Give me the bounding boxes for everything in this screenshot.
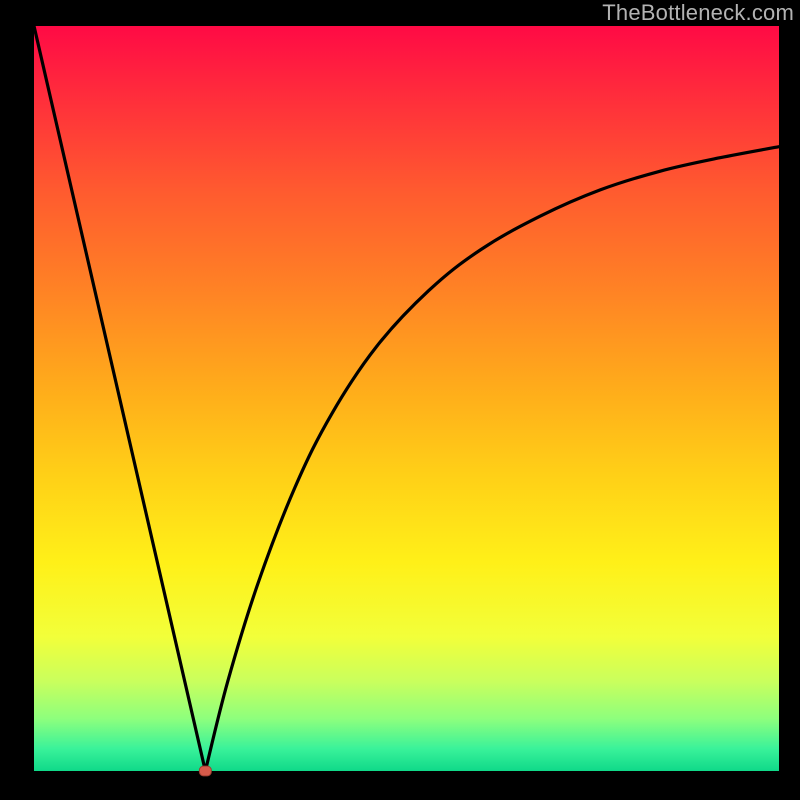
chart-frame: { "watermark": { "text": "TheBottleneck.… [0,0,800,800]
minimum-marker [199,766,211,776]
watermark-text: TheBottleneck.com [602,0,794,26]
gradient-background [34,26,779,771]
plot-area [0,0,800,800]
plot-svg [0,0,800,800]
